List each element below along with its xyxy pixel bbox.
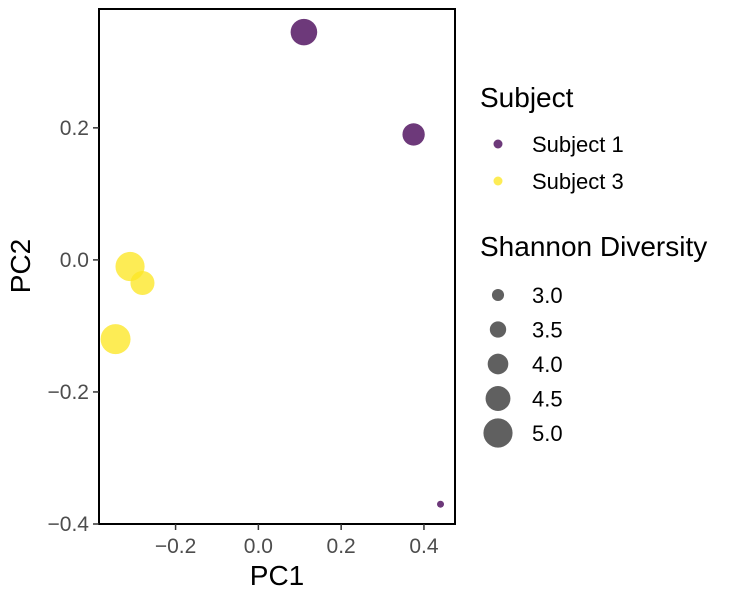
- subject-legend-title: Subject: [480, 82, 574, 113]
- y-axis-title: PC2: [5, 239, 36, 293]
- shannon-legend-key: [483, 418, 513, 448]
- plot-border: [98, 8, 456, 525]
- shannon-legend-key: [487, 353, 509, 375]
- x-axis-title: PC1: [250, 560, 304, 591]
- shannon-legend-label: 4.0: [532, 352, 563, 377]
- shannon-legend-key: [491, 288, 505, 302]
- x-tick-label: −0.2: [155, 535, 196, 558]
- y-tick-label: 0.2: [60, 117, 89, 140]
- subject-1-point-3: [437, 500, 445, 508]
- subject-1-point-1: [290, 18, 318, 46]
- shannon-legend-key: [485, 386, 511, 411]
- x-tick-label: 0.4: [409, 535, 439, 558]
- shannon-legend-title: Shannon Diversity: [480, 231, 707, 262]
- subject-legend: Subject Subject 1 Subject 3: [480, 82, 624, 194]
- x-axis: −0.2 0.0 0.2 0.4: [155, 524, 439, 558]
- subject-legend-label: Subject 1: [532, 132, 624, 157]
- shannon-legend-label: 4.5: [532, 387, 563, 412]
- shannon-legend-label: 3.0: [532, 283, 563, 308]
- y-tick-label: −0.2: [48, 381, 89, 404]
- subject-legend-key: [493, 139, 503, 149]
- subject-3-point-3: [100, 324, 131, 355]
- x-tick-label: 0.0: [244, 535, 273, 558]
- subject-1-point-2: [402, 123, 425, 146]
- shannon-legend-label: 3.5: [532, 318, 563, 343]
- shannon-diversity-legend: Shannon Diversity 3.0 3.5 4.0 4.5 5.0: [480, 231, 707, 448]
- subject-3-point-2: [130, 270, 155, 296]
- subject-legend-label: Subject 3: [532, 169, 624, 194]
- subject-legend-key: [493, 176, 503, 186]
- y-axis: −0.4 −0.2 0.0 0.2: [48, 117, 99, 536]
- shannon-legend-label: 5.0: [532, 421, 563, 446]
- y-tick-label: −0.4: [48, 513, 90, 536]
- shannon-legend-key: [489, 321, 507, 338]
- plot-area: [98, 8, 456, 525]
- y-tick-label: 0.0: [60, 249, 89, 272]
- x-tick-label: 0.2: [327, 535, 356, 558]
